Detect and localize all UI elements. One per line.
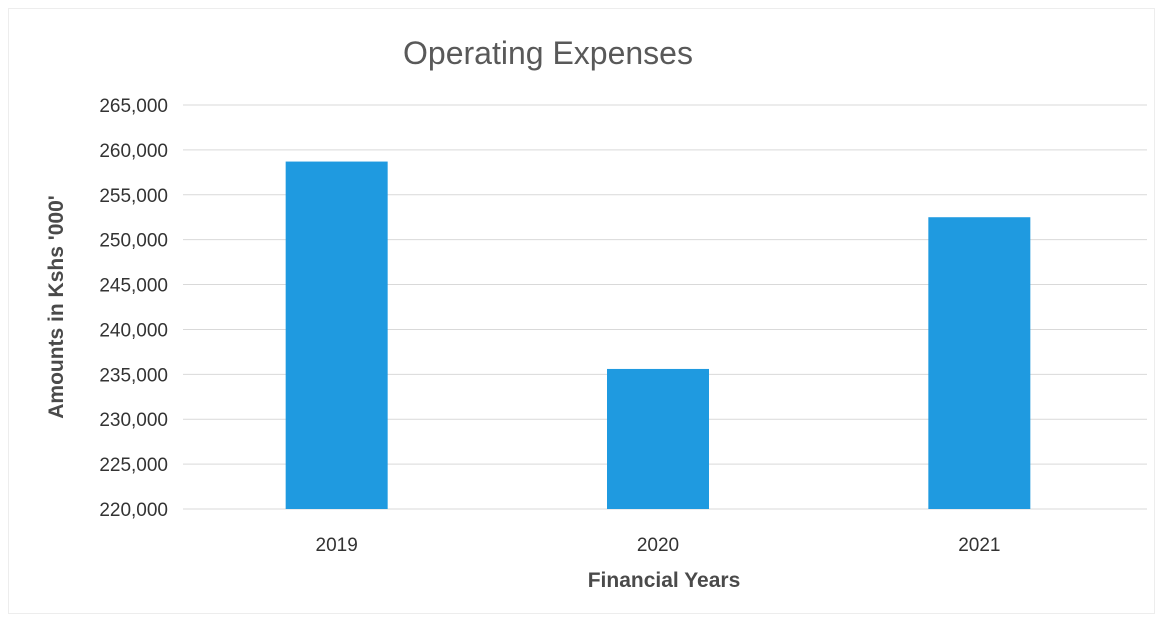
y-tick-label: 250,000 xyxy=(99,231,168,252)
y-tick-label: 265,000 xyxy=(99,96,168,117)
y-tick-label: 235,000 xyxy=(99,365,168,386)
bars xyxy=(285,161,1031,509)
y-tick-label: 260,000 xyxy=(99,141,168,162)
bar-2020 xyxy=(607,368,709,509)
y-tick-label: 240,000 xyxy=(99,320,168,341)
y-tick-label: 230,000 xyxy=(99,410,168,431)
y-axis-label: Amounts in Kshs '000' xyxy=(45,195,68,419)
y-tick-label: 220,000 xyxy=(99,500,168,521)
x-tick-label: 2021 xyxy=(958,535,1000,556)
bar-2021 xyxy=(928,217,1031,509)
x-tick-labels: 2019 2020 2021 xyxy=(316,535,1001,556)
bar-2019 xyxy=(285,161,388,509)
x-tick-label: 2020 xyxy=(637,535,679,556)
chart-title: Operating Expenses xyxy=(403,35,693,71)
y-tick-label: 225,000 xyxy=(99,455,168,476)
x-tick-label: 2019 xyxy=(316,535,358,556)
x-axis-label: Financial Years xyxy=(588,569,741,592)
y-tick-label: 255,000 xyxy=(99,186,168,207)
y-tick-labels: 220,000 225,000 230,000 235,000 240,000 245,0… xyxy=(99,96,168,521)
y-tick-label: 245,000 xyxy=(99,276,168,297)
